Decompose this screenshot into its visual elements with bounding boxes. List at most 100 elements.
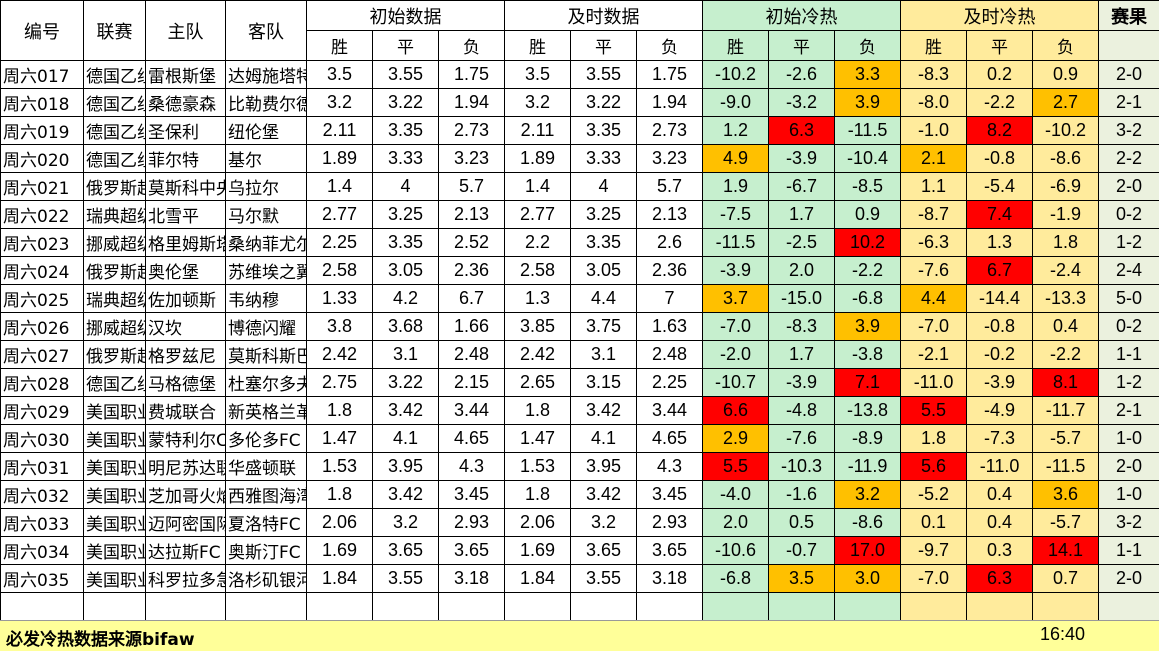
cell-initial-win[interactable]: 2.58: [306, 256, 373, 285]
cell-iheat-loss[interactable]: -8.5: [834, 172, 902, 201]
cell-iheat-loss[interactable]: 3.3: [834, 60, 902, 89]
empty-cell[interactable]: [702, 592, 770, 621]
cell-league[interactable]: 俄罗斯超: [83, 172, 146, 201]
cell-result[interactable]: 2-4: [1098, 256, 1159, 285]
cell-result[interactable]: 2-1: [1098, 396, 1159, 425]
cell-away[interactable]: 夏洛特FC: [225, 508, 307, 537]
empty-cell[interactable]: [372, 592, 439, 621]
cell-id[interactable]: 周六030: [0, 424, 84, 453]
cell-iheat-draw[interactable]: -2.6: [768, 60, 836, 89]
cell-iheat-loss[interactable]: 10.2: [834, 228, 902, 257]
cell-iheat-draw[interactable]: -3.9: [768, 368, 836, 397]
cell-initial-draw[interactable]: 3.05: [372, 256, 439, 285]
cell-lheat-draw[interactable]: -5.4: [966, 172, 1034, 201]
cell-lheat-loss[interactable]: 0.7: [1032, 564, 1100, 593]
cell-iheat-win[interactable]: -10.6: [702, 536, 770, 565]
cell-iheat-draw[interactable]: -3.2: [768, 88, 836, 117]
cell-result[interactable]: 1-1: [1098, 536, 1159, 565]
cell-iheat-win[interactable]: 6.6: [702, 396, 770, 425]
cell-iheat-draw[interactable]: -6.7: [768, 172, 836, 201]
cell-iheat-loss[interactable]: -13.8: [834, 396, 902, 425]
header-result[interactable]: 赛果: [1098, 0, 1159, 31]
header-live-win[interactable]: 胜: [504, 30, 572, 61]
header-live-loss[interactable]: 负: [636, 30, 704, 61]
cell-live-win[interactable]: 2.77: [504, 200, 572, 229]
cell-id[interactable]: 周六034: [0, 536, 84, 565]
cell-initial-loss[interactable]: 6.7: [437, 284, 506, 313]
cell-lheat-win[interactable]: -7.0: [900, 564, 968, 593]
cell-iheat-loss[interactable]: -8.9: [834, 424, 902, 453]
cell-result[interactable]: 2-1: [1098, 88, 1159, 117]
cell-iheat-draw[interactable]: 2.0: [768, 256, 836, 285]
cell-initial-win[interactable]: 1.33: [306, 284, 373, 313]
cell-id[interactable]: 周六033: [0, 508, 84, 537]
header-league[interactable]: 联赛: [83, 0, 146, 61]
cell-initial-win[interactable]: 1.84: [306, 564, 373, 593]
cell-league[interactable]: 挪威超级: [83, 228, 146, 257]
cell-id[interactable]: 周六023: [0, 228, 84, 257]
cell-result[interactable]: 1-0: [1098, 480, 1159, 509]
cell-initial-loss[interactable]: 4.3: [437, 452, 506, 481]
cell-lheat-draw[interactable]: 0.3: [966, 536, 1034, 565]
cell-id[interactable]: 周六021: [0, 172, 84, 201]
cell-iheat-draw[interactable]: -7.6: [768, 424, 836, 453]
cell-initial-draw[interactable]: 3.68: [372, 312, 439, 341]
cell-live-win[interactable]: 1.8: [504, 396, 572, 425]
cell-live-loss[interactable]: 2.73: [636, 116, 704, 145]
cell-lheat-win[interactable]: 5.6: [900, 452, 968, 481]
header-away[interactable]: 客队: [225, 0, 307, 61]
cell-lheat-draw[interactable]: -14.4: [966, 284, 1034, 313]
cell-iheat-win[interactable]: 1.2: [702, 116, 770, 145]
cell-home[interactable]: 科罗拉多急流: [145, 564, 226, 593]
cell-iheat-win[interactable]: 1.9: [702, 172, 770, 201]
empty-cell[interactable]: [1032, 592, 1100, 621]
empty-cell[interactable]: [570, 592, 638, 621]
cell-home[interactable]: 菲尔特: [145, 144, 226, 173]
cell-lheat-loss[interactable]: -5.7: [1032, 424, 1100, 453]
cell-initial-draw[interactable]: 3.22: [372, 368, 439, 397]
cell-home[interactable]: 雷根斯堡: [145, 60, 226, 89]
cell-initial-win[interactable]: 1.4: [306, 172, 373, 201]
cell-live-win[interactable]: 2.2: [504, 228, 572, 257]
cell-lheat-loss[interactable]: -6.9: [1032, 172, 1100, 201]
cell-away[interactable]: 洛杉矶银河: [225, 564, 307, 593]
cell-iheat-draw[interactable]: 6.3: [768, 116, 836, 145]
cell-result[interactable]: 1-1: [1098, 340, 1159, 369]
cell-initial-loss[interactable]: 3.65: [437, 536, 506, 565]
cell-live-loss[interactable]: 2.13: [636, 200, 704, 229]
cell-initial-win[interactable]: 1.47: [306, 424, 373, 453]
cell-lheat-loss[interactable]: -11.5: [1032, 452, 1100, 481]
cell-away[interactable]: 达姆施塔特: [225, 60, 307, 89]
cell-initial-draw[interactable]: 3.25: [372, 200, 439, 229]
cell-id[interactable]: 周六032: [0, 480, 84, 509]
cell-initial-loss[interactable]: 2.15: [437, 368, 506, 397]
cell-initial-loss[interactable]: 2.93: [437, 508, 506, 537]
cell-iheat-draw[interactable]: -4.8: [768, 396, 836, 425]
header-initial[interactable]: 初始数据: [305, 0, 506, 31]
cell-live-draw[interactable]: 3.25: [570, 200, 638, 229]
cell-lheat-draw[interactable]: 6.7: [966, 256, 1034, 285]
cell-id[interactable]: 周六024: [0, 256, 84, 285]
cell-away[interactable]: 比勒费尔德: [225, 88, 307, 117]
cell-home[interactable]: 北雪平: [145, 200, 226, 229]
cell-home[interactable]: 莫斯科中央: [145, 172, 226, 201]
cell-live-draw[interactable]: 3.95: [570, 452, 638, 481]
cell-iheat-draw[interactable]: -15.0: [768, 284, 836, 313]
cell-iheat-loss[interactable]: 3.2: [834, 480, 902, 509]
cell-live-win[interactable]: 1.53: [504, 452, 572, 481]
cell-initial-draw[interactable]: 4: [372, 172, 439, 201]
cell-live-win[interactable]: 2.58: [504, 256, 572, 285]
header-initial-win[interactable]: 胜: [306, 30, 373, 61]
cell-result[interactable]: 1-2: [1098, 228, 1159, 257]
cell-league[interactable]: 挪威超级: [83, 312, 146, 341]
empty-cell[interactable]: [437, 592, 506, 621]
empty-cell[interactable]: [83, 592, 146, 621]
cell-live-draw[interactable]: 3.75: [570, 312, 638, 341]
cell-live-loss[interactable]: 2.25: [636, 368, 704, 397]
cell-iheat-draw[interactable]: -1.6: [768, 480, 836, 509]
cell-initial-win[interactable]: 3.5: [306, 60, 373, 89]
cell-league[interactable]: 德国乙组: [83, 368, 146, 397]
cell-league[interactable]: 德国乙组: [83, 144, 146, 173]
cell-away[interactable]: 韦纳穆: [225, 284, 307, 313]
cell-live-win[interactable]: 1.4: [504, 172, 572, 201]
